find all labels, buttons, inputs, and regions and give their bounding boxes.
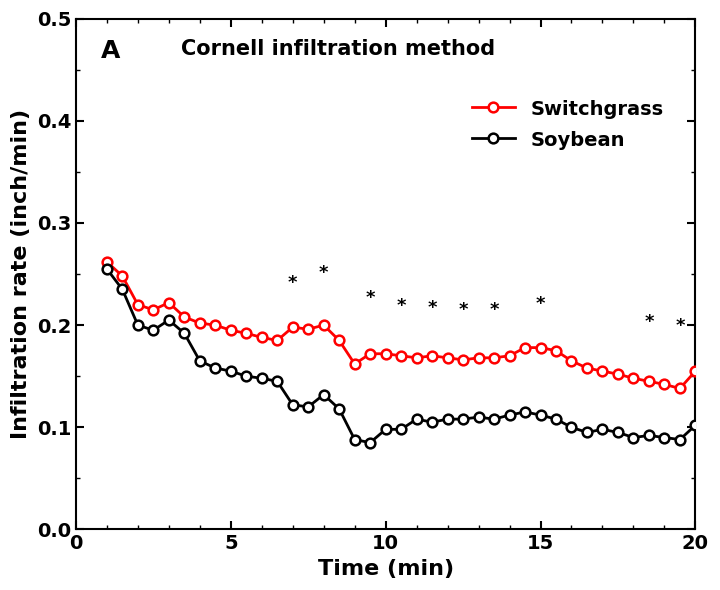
Switchgrass <box>289 324 297 331</box>
Switchgrass <box>582 365 591 372</box>
Soybean <box>335 405 343 412</box>
Soybean <box>304 404 312 411</box>
Switchgrass <box>102 258 111 266</box>
Soybean <box>644 432 653 439</box>
Switchgrass <box>397 352 405 359</box>
Soybean <box>351 436 359 443</box>
Switchgrass <box>382 350 390 358</box>
Switchgrass <box>180 313 189 320</box>
Soybean <box>505 411 514 418</box>
Soybean <box>613 429 622 436</box>
Switchgrass <box>211 322 220 329</box>
Switchgrass <box>195 320 204 327</box>
Text: *: * <box>319 264 328 282</box>
Switchgrass <box>258 334 266 341</box>
Switchgrass <box>366 350 374 358</box>
Soybean <box>660 434 669 441</box>
Line: Soybean: Soybean <box>102 264 701 447</box>
Switchgrass <box>629 375 638 382</box>
Text: *: * <box>644 313 654 331</box>
Switchgrass <box>351 360 359 368</box>
Switchgrass <box>428 352 436 359</box>
Switchgrass <box>320 322 328 329</box>
Soybean <box>242 373 251 380</box>
Switchgrass <box>227 327 235 334</box>
Switchgrass <box>474 354 483 361</box>
Text: *: * <box>536 295 545 313</box>
Switchgrass <box>335 337 343 344</box>
Soybean <box>397 426 405 433</box>
Switchgrass <box>304 326 312 333</box>
Switchgrass <box>521 344 529 351</box>
Soybean <box>629 434 638 441</box>
Soybean <box>691 422 700 429</box>
Switchgrass <box>691 368 700 375</box>
Soybean <box>444 415 452 422</box>
Text: Cornell infiltration method: Cornell infiltration method <box>181 39 495 59</box>
Soybean <box>521 408 529 415</box>
X-axis label: Time (min): Time (min) <box>318 559 454 579</box>
Text: *: * <box>675 317 685 335</box>
Switchgrass <box>133 301 142 308</box>
Soybean <box>149 327 158 334</box>
Soybean <box>459 415 467 422</box>
Soybean <box>490 415 498 422</box>
Soybean <box>273 378 282 385</box>
Soybean <box>118 286 127 293</box>
Soybean <box>180 330 189 337</box>
Switchgrass <box>273 337 282 344</box>
Soybean <box>133 322 142 329</box>
Switchgrass <box>675 385 684 392</box>
Text: A: A <box>101 39 120 63</box>
Soybean <box>289 401 297 408</box>
Text: *: * <box>288 274 297 293</box>
Switchgrass <box>536 344 545 351</box>
Soybean <box>320 391 328 398</box>
Soybean <box>536 411 545 418</box>
Soybean <box>413 415 421 422</box>
Switchgrass <box>598 368 607 375</box>
Legend: Switchgrass, Soybean: Switchgrass, Soybean <box>462 90 673 159</box>
Text: *: * <box>459 301 468 319</box>
Y-axis label: Infiltration rate (inch/min): Infiltration rate (inch/min) <box>11 109 31 439</box>
Text: *: * <box>428 299 437 317</box>
Soybean <box>382 426 390 433</box>
Soybean <box>428 419 436 426</box>
Switchgrass <box>149 306 158 313</box>
Switchgrass <box>413 354 421 361</box>
Soybean <box>582 429 591 436</box>
Switchgrass <box>613 371 622 378</box>
Soybean <box>366 439 374 446</box>
Text: *: * <box>397 297 406 315</box>
Soybean <box>675 436 684 443</box>
Switchgrass <box>644 378 653 385</box>
Text: *: * <box>366 289 375 307</box>
Text: *: * <box>490 301 499 319</box>
Soybean <box>211 365 220 372</box>
Switchgrass <box>118 273 127 280</box>
Switchgrass <box>505 352 514 359</box>
Switchgrass <box>459 356 467 363</box>
Switchgrass <box>490 354 498 361</box>
Switchgrass <box>567 358 576 365</box>
Switchgrass <box>164 299 173 306</box>
Switchgrass <box>444 354 452 361</box>
Soybean <box>474 414 483 421</box>
Soybean <box>552 415 560 422</box>
Line: Switchgrass: Switchgrass <box>102 257 701 394</box>
Soybean <box>164 316 173 323</box>
Soybean <box>227 368 235 375</box>
Soybean <box>567 424 576 431</box>
Switchgrass <box>242 330 251 337</box>
Soybean <box>195 358 204 365</box>
Switchgrass <box>552 347 560 354</box>
Soybean <box>598 426 607 433</box>
Soybean <box>258 375 266 382</box>
Switchgrass <box>660 381 669 388</box>
Soybean <box>102 266 111 273</box>
